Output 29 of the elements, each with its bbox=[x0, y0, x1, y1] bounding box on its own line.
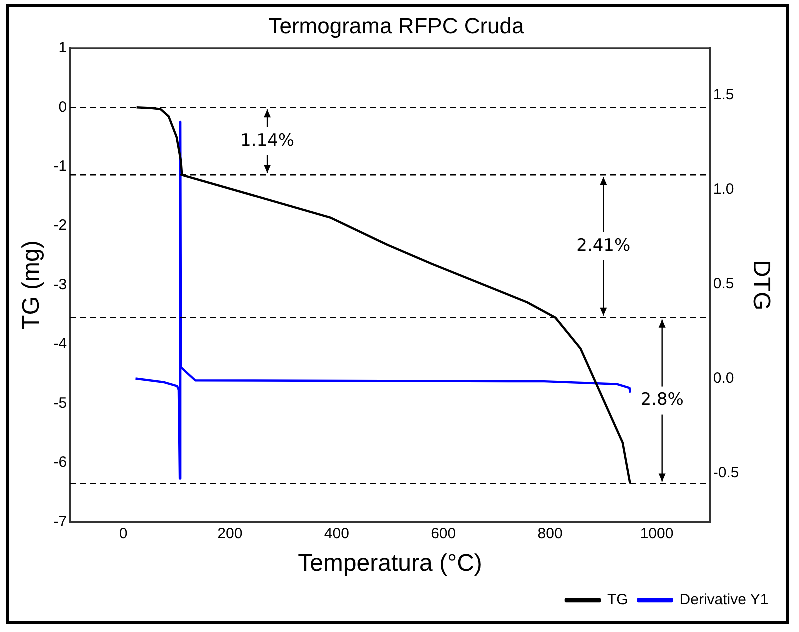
annotation: 1.14% bbox=[240, 130, 295, 151]
y-tick-label: -4 bbox=[54, 336, 68, 353]
y2-axis-title: DTG bbox=[748, 260, 775, 311]
y-tick-label: -1 bbox=[54, 158, 68, 175]
y2-tick-label: 0.0 bbox=[713, 370, 734, 387]
chart-title: Termograma RFPC Cruda bbox=[268, 13, 526, 38]
y-tick-label: 1 bbox=[58, 40, 68, 57]
x-tick-label: 800 bbox=[538, 525, 563, 542]
x-tick-label: 400 bbox=[324, 525, 350, 542]
x-tick-label: 1000 bbox=[640, 525, 674, 542]
y-tick-label: -3 bbox=[54, 276, 68, 294]
x-tick-label: 0 bbox=[119, 525, 128, 542]
y-axis-title: TG (mg) bbox=[18, 240, 46, 330]
y-tick-label: -5 bbox=[54, 394, 68, 412]
legend-label: TG bbox=[607, 592, 628, 609]
x-tick-label: 200 bbox=[218, 525, 243, 542]
annotation: 2.8% bbox=[640, 390, 684, 410]
y-tick-label: 0 bbox=[58, 98, 68, 116]
legend-label: Derivative Y1 bbox=[680, 592, 769, 609]
y2-tick-label: 1.0 bbox=[713, 181, 734, 198]
x-tick-label: 600 bbox=[431, 525, 456, 542]
y2-tick-label: -0.5 bbox=[713, 464, 740, 482]
annotation: 2.41% bbox=[576, 236, 631, 256]
y2-tick-label: 1.5 bbox=[713, 86, 734, 104]
y2-tick-label: 0.5 bbox=[713, 275, 734, 292]
y-tick-label: -7 bbox=[54, 513, 68, 530]
y-tick-label: -6 bbox=[54, 454, 68, 472]
y-tick-label: -2 bbox=[54, 217, 68, 234]
x-axis-title: Temperatura (°C) bbox=[298, 550, 482, 578]
